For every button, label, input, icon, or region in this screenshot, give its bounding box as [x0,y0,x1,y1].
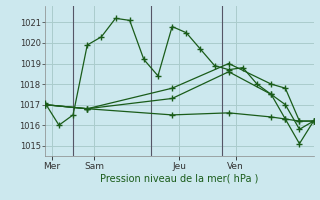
X-axis label: Pression niveau de la mer( hPa ): Pression niveau de la mer( hPa ) [100,173,258,183]
